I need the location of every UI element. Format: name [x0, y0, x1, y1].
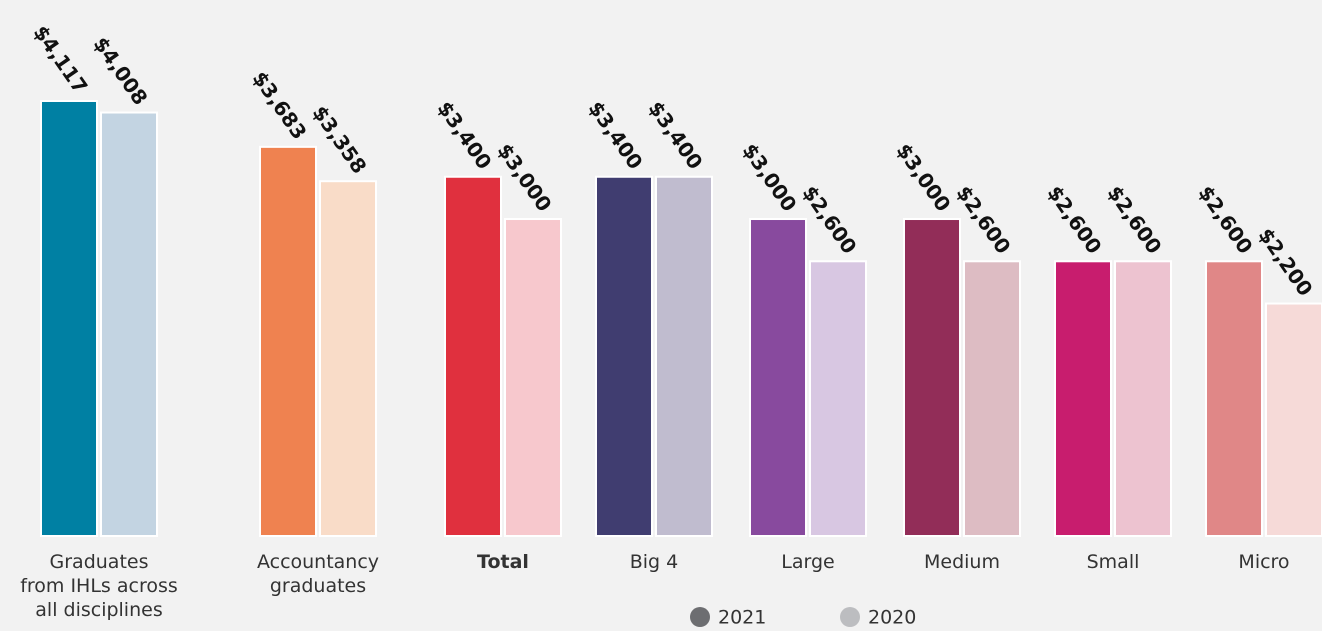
category-label: Graduates from IHLs across all disciplin… — [20, 551, 178, 621]
value-label: $3,400 — [433, 97, 497, 174]
value-label: $3,358 — [308, 101, 372, 178]
bar — [595, 175, 653, 537]
legend-swatch — [690, 607, 710, 627]
value-label: $3,400 — [644, 97, 708, 174]
value-label: $4,008 — [89, 32, 153, 109]
bar — [319, 180, 377, 537]
bar — [749, 218, 807, 538]
value-label: $3,000 — [738, 139, 802, 216]
bar — [504, 218, 562, 538]
value-label: $3,400 — [584, 97, 648, 174]
value-label: $3,000 — [892, 139, 956, 216]
bar — [259, 145, 317, 537]
value-label: $2,600 — [1043, 181, 1107, 258]
legend-label: 2020 — [868, 607, 916, 629]
value-label: $3,683 — [248, 67, 312, 144]
category-label: Total — [477, 551, 529, 573]
bar — [963, 260, 1021, 537]
category-label: Large — [781, 551, 835, 573]
bar — [903, 218, 961, 538]
bar — [1114, 260, 1172, 537]
category-label: Medium — [924, 551, 1000, 573]
category-label: Big 4 — [629, 551, 679, 573]
value-label: $3,000 — [493, 139, 557, 216]
bar — [1054, 260, 1112, 537]
value-label: $2,600 — [1194, 181, 1258, 258]
bar — [1205, 260, 1263, 537]
bar — [100, 111, 158, 538]
bar — [809, 260, 867, 537]
bar — [40, 100, 98, 537]
value-label: $2,600 — [952, 181, 1016, 258]
value-label: $2,600 — [1103, 181, 1167, 258]
category-label: Micro — [1238, 551, 1290, 573]
bar — [1265, 302, 1322, 538]
bar — [655, 175, 713, 537]
category-label: Accountancy graduates — [256, 551, 380, 597]
legend-swatch — [840, 607, 860, 627]
value-label: $2,600 — [798, 181, 862, 258]
bar — [444, 175, 502, 537]
value-label: $4,117 — [29, 21, 93, 98]
legend-label: 2021 — [718, 607, 766, 629]
value-label: $2,200 — [1254, 223, 1318, 300]
category-label: Small — [1086, 551, 1140, 573]
